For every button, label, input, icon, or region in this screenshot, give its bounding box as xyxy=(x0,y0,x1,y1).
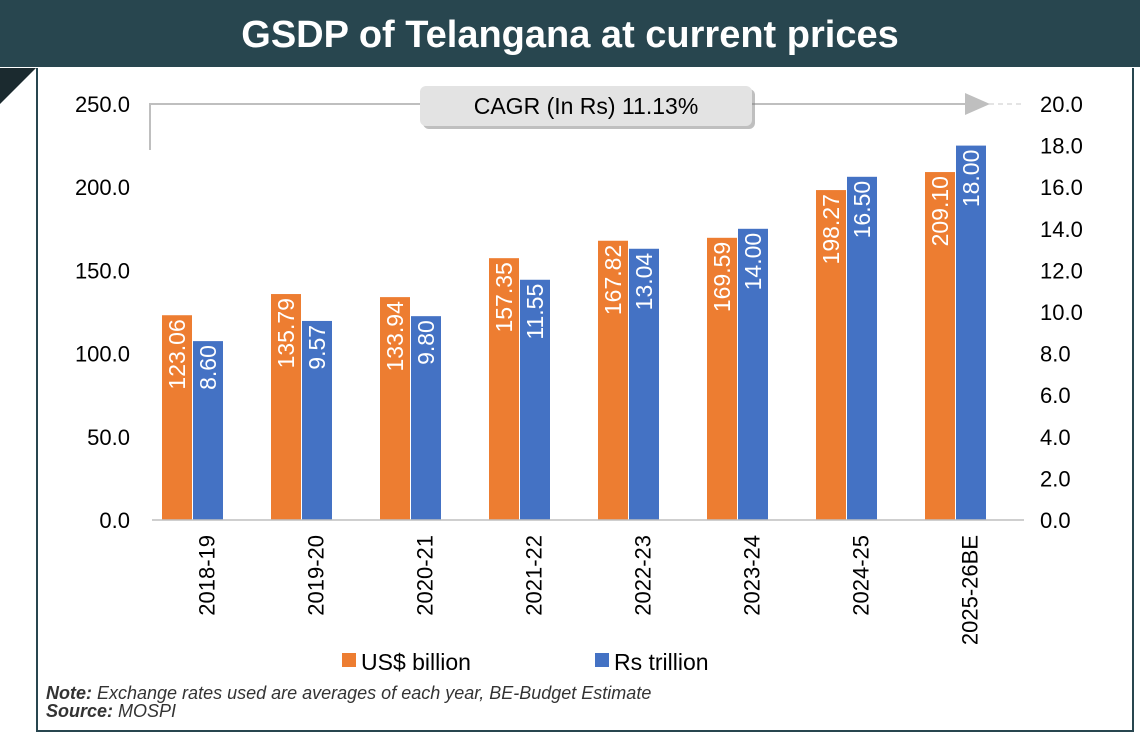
note-text: Exchange rates used are averages of each… xyxy=(92,683,652,703)
x-axis-label: 2025-26BE xyxy=(958,535,983,645)
legend-swatch-rs xyxy=(595,653,609,667)
data-label: 157.35 xyxy=(491,262,517,332)
left-axis-tick: 150.0 xyxy=(75,258,130,283)
left-axis-tick: 100.0 xyxy=(75,342,130,367)
legend-label-usd: US$ billion xyxy=(361,649,471,675)
left-axis-tick: 0.0 xyxy=(99,508,130,533)
data-label: 167.82 xyxy=(600,245,626,315)
x-axis-label: 2019-20 xyxy=(304,535,329,616)
data-label: 8.60 xyxy=(195,345,221,390)
left-axis-tick: 200.0 xyxy=(75,175,130,200)
x-axis-label: 2020-21 xyxy=(413,535,438,616)
right-axis-tick: 20.0 xyxy=(1040,92,1083,117)
right-axis-tick: 8.0 xyxy=(1040,342,1071,367)
bar-usd-billion xyxy=(380,297,410,520)
right-axis-tick: 10.0 xyxy=(1040,300,1083,325)
x-axis-label: 2018-19 xyxy=(195,535,220,616)
data-label: 9.57 xyxy=(304,325,330,370)
bar-rs-trillion xyxy=(193,341,223,520)
right-axis-tick: 0.0 xyxy=(1040,508,1071,533)
source-text: MOSPI xyxy=(113,701,177,721)
bar-usd-billion xyxy=(925,172,955,520)
corner-decoration xyxy=(0,68,36,104)
data-label: 123.06 xyxy=(164,319,190,389)
data-label: 13.04 xyxy=(631,253,657,311)
chart-frame xyxy=(36,68,1134,732)
x-axis-label: 2024-25 xyxy=(849,535,874,616)
right-axis-tick: 4.0 xyxy=(1040,425,1071,450)
data-label: 11.55 xyxy=(522,284,548,340)
legend-swatch-usd xyxy=(342,653,356,667)
data-label: 14.00 xyxy=(740,233,766,291)
note-label: Note: xyxy=(46,683,92,703)
bar-rs-trillion xyxy=(520,279,550,520)
bar-usd-billion xyxy=(816,190,846,520)
right-axis-tick: 6.0 xyxy=(1040,383,1071,408)
bar-rs-trillion xyxy=(302,320,332,520)
bar-rs-trillion xyxy=(629,248,659,520)
right-axis-tick: 14.0 xyxy=(1040,217,1083,242)
data-label: 209.10 xyxy=(927,176,953,246)
footnote: Note: Exchange rates used are averages o… xyxy=(46,684,651,720)
data-label: 9.80 xyxy=(413,320,439,365)
legend-label-rs: Rs trillion xyxy=(614,649,709,675)
bar-usd-billion xyxy=(598,240,628,521)
left-axis-tick: 50.0 xyxy=(87,425,130,450)
x-axis-label: 2023-24 xyxy=(740,535,765,616)
right-axis-tick: 18.0 xyxy=(1040,134,1083,159)
cagr-box xyxy=(420,86,752,126)
data-label: 16.50 xyxy=(849,181,875,239)
bar-usd-billion xyxy=(707,237,737,520)
right-axis-tick: 16.0 xyxy=(1040,175,1083,200)
bar-rs-trillion xyxy=(847,176,877,521)
bar-rs-trillion xyxy=(956,145,986,520)
data-label: 198.27 xyxy=(818,194,844,264)
bar-usd-billion xyxy=(162,315,192,520)
left-axis-tick: 250.0 xyxy=(75,92,130,117)
arrow-head-icon xyxy=(965,93,990,115)
data-label: 169.59 xyxy=(709,242,735,312)
data-label: 133.94 xyxy=(382,301,408,372)
chart-title: GSDP of Telangana at current prices xyxy=(0,0,1140,67)
bar-usd-billion xyxy=(271,294,301,520)
right-axis-tick: 12.0 xyxy=(1040,258,1083,283)
bar-usd-billion xyxy=(489,258,519,520)
data-label: 18.00 xyxy=(958,150,984,208)
bar-rs-trillion xyxy=(411,316,441,520)
source-label: Source: xyxy=(46,701,114,721)
bar-rs-trillion xyxy=(738,228,768,521)
cagr-annotation: CAGR (In Rs) 11.13% xyxy=(474,93,699,119)
x-axis-label: 2022-23 xyxy=(631,535,656,616)
data-label: 135.79 xyxy=(273,298,299,368)
right-axis-tick: 2.0 xyxy=(1040,466,1071,491)
x-axis-label: 2021-22 xyxy=(522,535,547,616)
